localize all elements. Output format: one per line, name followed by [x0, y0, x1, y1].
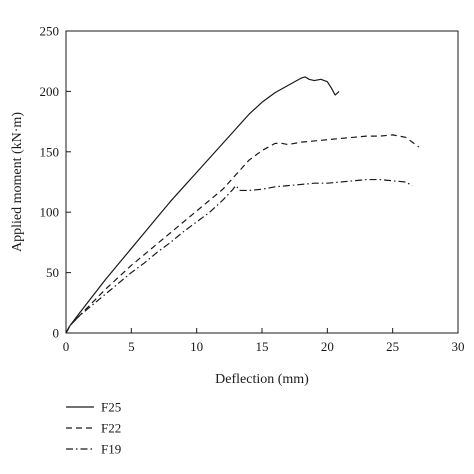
legend-label-f25: F25	[101, 400, 121, 415]
plot-area	[65, 76, 420, 334]
y-tick-label: 50	[46, 265, 59, 280]
x-tick-label: 0	[63, 339, 70, 354]
axis-ticks: 0 5 10 15 20 25 30 0 50 100 150 200 250	[40, 24, 465, 355]
y-tick-label: 200	[40, 84, 60, 99]
x-tick-label: 30	[452, 339, 465, 354]
series-line-f22	[65, 134, 420, 334]
x-tick-label: 10	[190, 339, 203, 354]
y-tick-label: 0	[53, 326, 60, 341]
x-tick-label: 25	[386, 339, 399, 354]
y-tick-label: 100	[40, 205, 60, 220]
series-line-f19	[65, 178, 413, 334]
series-line-f25	[65, 76, 340, 334]
x-tick-label: 5	[128, 339, 135, 354]
x-axis-title: Deflection (mm)	[215, 372, 309, 387]
plot-frame	[65, 30, 459, 334]
legend-label-f22: F22	[101, 421, 121, 436]
x-tick-label: 15	[256, 339, 269, 354]
legend-label-f19: F19	[101, 442, 121, 457]
legend: F25 F22 F19	[66, 400, 121, 457]
y-tick-label: 250	[40, 24, 60, 39]
y-tick-label: 150	[40, 144, 60, 159]
y-axis-title: Applied moment (kN·m)	[10, 112, 25, 252]
x-tick-label: 20	[321, 339, 334, 354]
